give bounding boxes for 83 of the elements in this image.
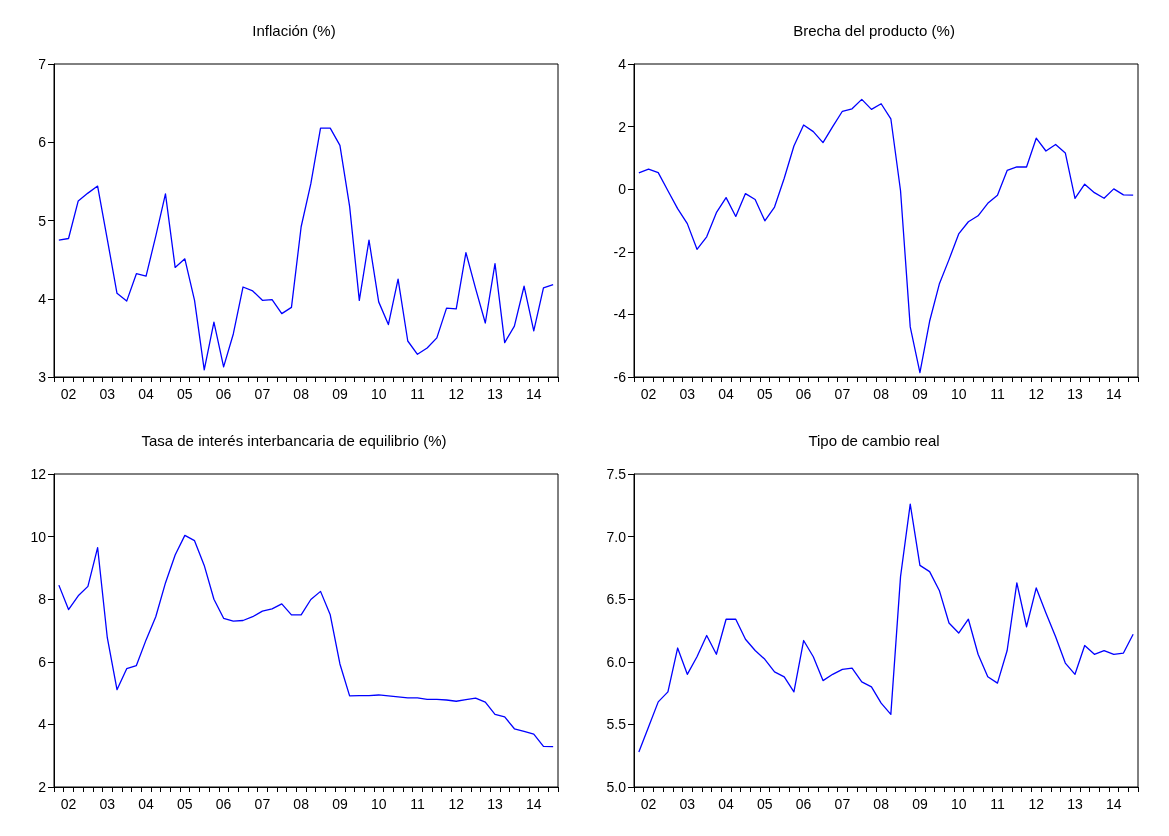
y-tick-label: 4: [618, 56, 627, 72]
x-tick-label: 04: [138, 796, 155, 812]
y-tick-label: 4: [38, 290, 47, 307]
y-tick-label: 12: [30, 466, 47, 482]
y-tick-label: 5.0: [606, 779, 627, 795]
x-tick-label: 03: [679, 796, 696, 812]
y-tick-label: -6: [613, 369, 627, 385]
x-tick-label: 04: [718, 796, 735, 812]
y-tick-label: 6: [38, 653, 47, 670]
x-tick-label: 03: [99, 386, 116, 402]
y-tick-label: 2: [618, 118, 627, 135]
y-tick-label: 5.5: [606, 716, 627, 733]
y-tick-label: 5: [38, 212, 47, 229]
line-series: [638, 98, 1134, 374]
x-tick-label: 02: [60, 796, 77, 812]
x-tick-label: 14: [1105, 386, 1122, 402]
x-tick-label: 08: [873, 386, 890, 402]
y-tick-label: 6.0: [606, 653, 627, 670]
x-tick-label: 05: [177, 386, 193, 402]
x-tick-label: 04: [138, 386, 155, 402]
x-tick-label: 12: [448, 386, 465, 402]
x-tick-label: 07: [834, 796, 851, 812]
x-tick-label: 13: [1067, 386, 1083, 402]
x-tick-label: 13: [1067, 796, 1083, 812]
x-tick-label: 06: [215, 386, 232, 402]
y-tick-label: 7.0: [606, 528, 627, 545]
x-tick-label: 02: [60, 386, 77, 402]
x-tick-label: 14: [525, 796, 542, 812]
y-tick-label: 7: [38, 56, 47, 72]
x-tick-label: 08: [293, 796, 310, 812]
chart-title: Tasa de interés interbancaria de equilibrio (%): [141, 432, 447, 449]
x-tick-label: 03: [679, 386, 696, 402]
x-tick-label: 06: [795, 796, 812, 812]
chart-title: Brecha del producto (%): [793, 22, 955, 39]
y-tick-label: 2: [38, 779, 47, 795]
x-tick-label: 07: [254, 796, 271, 812]
x-tick-label: 08: [873, 796, 890, 812]
x-tick-label: 06: [215, 796, 232, 812]
x-tick-label: 11: [410, 386, 425, 402]
y-tick-label: 6.5: [606, 591, 627, 608]
x-tick-label: 09: [912, 386, 928, 402]
x-tick-label: 06: [795, 386, 812, 402]
y-tick-label: -2: [613, 243, 627, 260]
chart-title: Inflación (%): [252, 22, 336, 39]
x-tick-label: 08: [293, 386, 310, 402]
y-tick-label: 7.5: [606, 466, 627, 482]
x-tick-label: 10: [370, 386, 387, 402]
x-tick-label: 10: [950, 796, 967, 812]
x-tick-label: 11: [990, 386, 1005, 402]
y-tick-label: -4: [613, 306, 627, 323]
x-tick-label: 03: [99, 796, 116, 812]
line-series: [58, 127, 554, 371]
x-tick-label: 05: [757, 796, 773, 812]
x-tick-label: 14: [525, 386, 542, 402]
x-tick-label: 12: [448, 796, 465, 812]
x-tick-label: 02: [640, 386, 657, 402]
x-tick-label: 11: [410, 796, 425, 812]
x-tick-label: 13: [487, 386, 503, 402]
x-tick-label: 13: [487, 796, 503, 812]
y-tick-label: 0: [618, 181, 627, 198]
y-tick-label: 4: [38, 716, 47, 733]
x-tick-label: 12: [1028, 386, 1045, 402]
x-tick-label: 11: [990, 796, 1005, 812]
x-tick-label: 10: [370, 796, 387, 812]
y-tick-label: 3: [38, 369, 47, 385]
x-tick-label: 05: [757, 386, 773, 402]
y-tick-label: 6: [38, 134, 47, 151]
x-tick-label: 09: [912, 796, 928, 812]
x-tick-label: 14: [1105, 796, 1122, 812]
line-series: [58, 534, 554, 748]
x-tick-label: 05: [177, 796, 193, 812]
x-tick-label: 07: [254, 386, 271, 402]
line-series: [638, 503, 1134, 753]
chart-title: Tipo de cambio real: [808, 432, 940, 449]
x-tick-label: 12: [1028, 796, 1045, 812]
x-tick-label: 04: [718, 386, 735, 402]
x-tick-label: 07: [834, 386, 851, 402]
x-tick-label: 09: [332, 796, 348, 812]
x-tick-label: 10: [950, 386, 967, 402]
x-tick-label: 02: [640, 796, 657, 812]
x-tick-label: 09: [332, 386, 348, 402]
y-tick-label: 10: [30, 528, 47, 545]
y-tick-label: 8: [38, 591, 47, 608]
